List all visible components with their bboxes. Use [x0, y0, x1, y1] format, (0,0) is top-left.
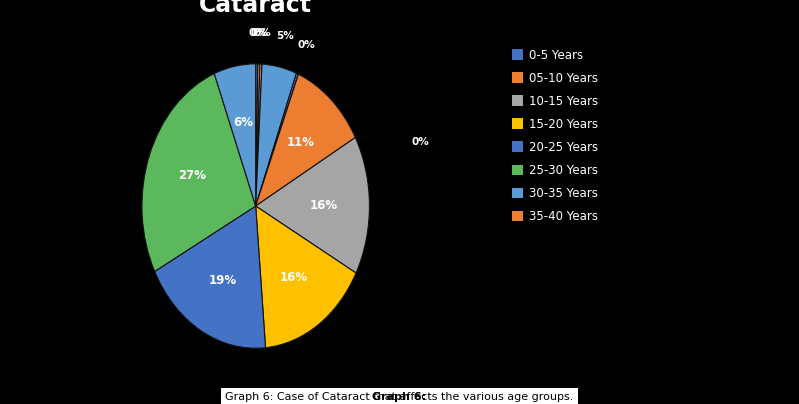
Text: 0%: 0%	[411, 137, 430, 147]
Text: 6%: 6%	[233, 116, 253, 129]
Legend: 0-5 Years, 05-10 Years, 10-15 Years, 15-20 Years, 20-25 Years, 25-30 Years, 30-3: 0-5 Years, 05-10 Years, 10-15 Years, 15-…	[509, 46, 601, 225]
Text: 5%: 5%	[276, 32, 294, 41]
Text: 11%: 11%	[287, 136, 315, 149]
Text: 0%: 0%	[248, 27, 266, 38]
Wedge shape	[256, 206, 356, 348]
Text: Graph 6: Case of Cataract that affects the various age groups.: Graph 6: Case of Cataract that affects t…	[225, 392, 574, 402]
Text: 16%: 16%	[310, 199, 338, 212]
Wedge shape	[256, 137, 369, 273]
Wedge shape	[256, 74, 356, 206]
Wedge shape	[256, 73, 298, 206]
Text: 27%: 27%	[178, 169, 206, 183]
Wedge shape	[142, 74, 256, 271]
Text: 0%: 0%	[298, 40, 316, 50]
Title: Cataract: Cataract	[199, 0, 312, 17]
Wedge shape	[256, 64, 296, 206]
Wedge shape	[155, 206, 265, 348]
Text: Graph 6:: Graph 6:	[372, 392, 427, 402]
Text: 16%: 16%	[279, 271, 308, 284]
Text: 0%: 0%	[251, 27, 268, 38]
Wedge shape	[214, 64, 256, 206]
Wedge shape	[256, 64, 262, 206]
Text: 19%: 19%	[209, 274, 237, 287]
Text: 0%: 0%	[253, 28, 271, 38]
Wedge shape	[256, 64, 260, 206]
Wedge shape	[256, 64, 258, 206]
